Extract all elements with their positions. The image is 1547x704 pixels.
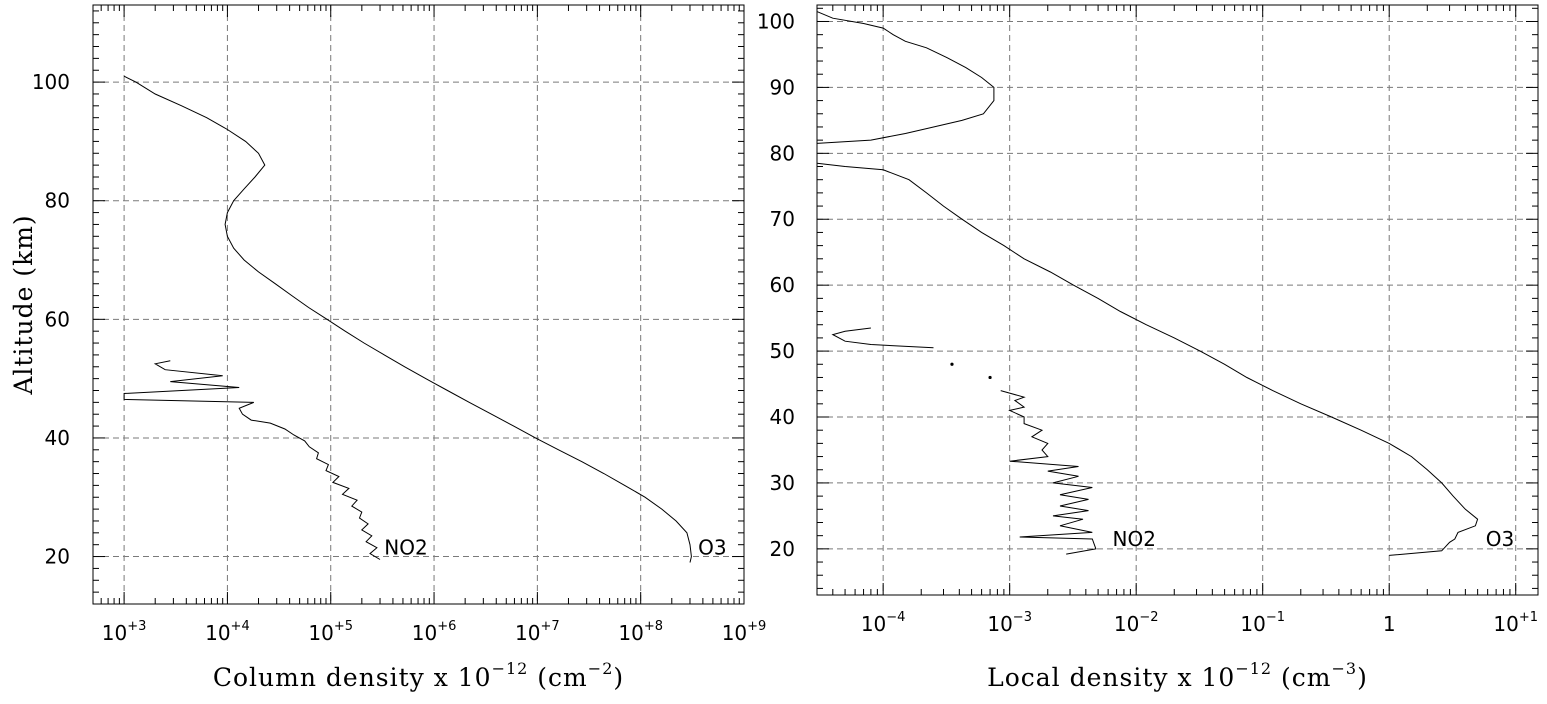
axis-ticks [816,5,1538,595]
y-tick-label: 40 [45,426,70,450]
series-line-no2 [123,360,381,560]
x-axis-label: Local density x 10−12 (cm−3) [987,659,1368,692]
series-line-no2 [1000,390,1097,555]
x-tick-label: 10−1 [1240,610,1285,636]
left-panel-column-density: 10+3 10+4 10+5 10+6 10+7 10+8 10+9 20 40 60 80 100 C… [9,4,767,692]
series-label-no2: NO2 [1113,527,1156,551]
x-tick-label: 10+1 [1493,610,1538,636]
axis-ticks [92,5,745,605]
y-tick-label: 100 [757,9,795,33]
y-tick-label: 50 [770,339,795,363]
series-line-o3-upper [816,11,995,144]
y-tick-label: 40 [770,405,795,429]
series-line-o3 [123,75,692,563]
y-tick-label: 80 [770,141,795,165]
right-panel-local-density: 10−4 10−3 10−2 10−1 1 10+1 20 30 40 50 60 70 80 90 100… [757,4,1539,692]
grid [817,5,1538,595]
y-tick-label: 20 [770,537,795,561]
data-point [950,362,954,366]
x-tick-label: 10+8 [618,619,663,645]
y-tick-label: 60 [770,273,795,297]
series-line-no2-upper [831,327,934,349]
x-tick-label: 10−3 [987,610,1032,636]
series-label-o3: O3 [1486,527,1514,551]
x-tick-label: 10+9 [722,619,767,645]
y-tick-label: 90 [770,75,795,99]
x-tick-label: 10−2 [1114,610,1159,636]
plot-frame [92,4,745,605]
series-line-o3 [816,162,1479,556]
x-tick-label: 10+5 [308,619,353,645]
data-point [988,375,992,380]
series-label-no2: NO2 [384,536,427,560]
x-axis-label: Column density x 10−12 (cm−2) [213,659,624,692]
y-tick-label: 80 [45,189,70,213]
y-tick-label: 30 [770,471,795,495]
y-tick-label: 20 [45,545,70,569]
x-tick-label: 1 [1383,612,1396,636]
x-tick-label: 10+3 [102,619,147,645]
y-tick-label: 60 [45,307,70,331]
y-tick-label: 70 [770,207,795,231]
x-tick-label: 10−4 [861,610,906,636]
x-tick-label: 10+4 [205,619,250,645]
series-label-o3: O3 [698,536,726,560]
grid [93,5,744,604]
series-no2-points [950,362,992,380]
x-tick-label: 10+7 [515,619,560,645]
y-tick-label: 100 [32,70,70,94]
plot-frame [816,4,1539,596]
x-tick-label: 10+6 [412,619,457,645]
y-axis-label: Altitude (km) [9,214,38,395]
